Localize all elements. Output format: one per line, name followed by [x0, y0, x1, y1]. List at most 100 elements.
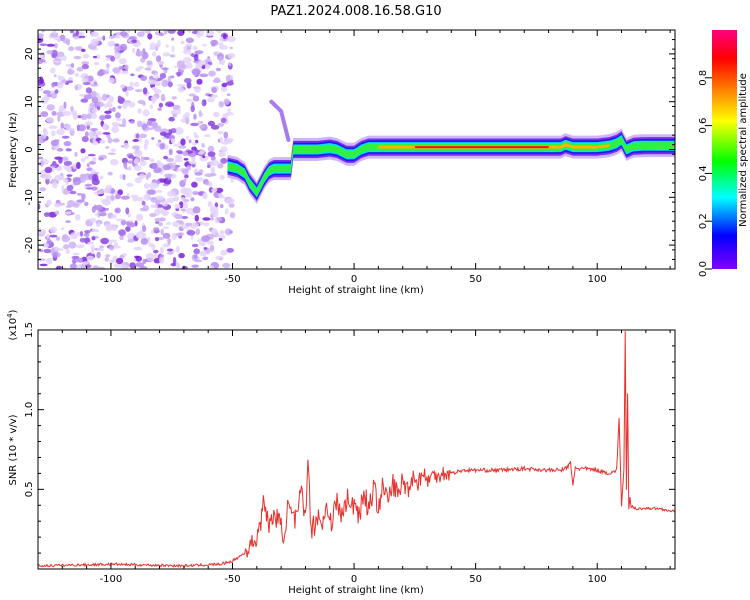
noise-blob — [114, 43, 120, 47]
noise-blob — [205, 30, 215, 37]
noise-blob — [133, 81, 140, 87]
noise-blob — [49, 234, 58, 238]
noise-blob — [78, 35, 86, 39]
noise-blob — [195, 228, 200, 236]
noise-blob — [183, 57, 192, 64]
noise-blob — [65, 211, 72, 215]
noise-blob — [227, 108, 231, 112]
noise-blob — [194, 177, 204, 182]
noise-blob — [142, 101, 146, 106]
noise-blob — [122, 174, 126, 181]
spectrogram-plot-area — [38, 30, 675, 269]
noise-blob — [90, 169, 96, 175]
noise-blob — [194, 214, 199, 222]
noise-blob — [77, 193, 83, 196]
noise-blob — [182, 201, 188, 209]
noise-blob — [75, 244, 85, 249]
noise-blob — [104, 257, 109, 262]
noise-blob — [81, 61, 90, 65]
noise-blob — [227, 93, 231, 96]
noise-blob — [153, 227, 160, 232]
noise-blob — [169, 54, 176, 58]
noise-blob — [202, 256, 209, 261]
noise-blob — [166, 157, 175, 163]
noise-blob — [195, 139, 199, 144]
colorbar-tick-label: 0.4 — [698, 165, 709, 181]
noise-blob — [63, 244, 70, 250]
noise-blob — [224, 228, 232, 236]
noise-blob — [208, 181, 213, 188]
noise-blob — [154, 217, 163, 222]
noise-blob — [46, 239, 52, 245]
noise-blob — [73, 203, 80, 208]
noise-blob — [94, 61, 100, 66]
noise-blob — [157, 237, 165, 240]
noise-blob — [176, 60, 185, 68]
noise-blob — [142, 225, 147, 233]
noise-blob — [123, 161, 128, 169]
noise-blob — [117, 105, 122, 109]
noise-blob — [170, 109, 179, 116]
noise-blob — [76, 199, 85, 203]
noise-blob — [121, 70, 129, 75]
spectrogram-y-ticks: -20 -10 0 10 20 — [24, 29, 675, 270]
snr-x-ticks: -100 -50 0 50 100 — [37, 330, 671, 585]
noise-blob — [220, 204, 224, 209]
noise-blob — [218, 151, 226, 157]
noise-blob — [69, 30, 74, 34]
noise-blob — [75, 30, 79, 36]
noise-blob — [85, 87, 92, 94]
noise-blob — [42, 242, 50, 248]
noise-blob — [226, 197, 235, 205]
noise-blob — [147, 171, 152, 178]
noise-blob — [39, 43, 47, 46]
noise-blob — [75, 231, 81, 236]
noise-blob — [115, 118, 123, 121]
noise-blob — [105, 223, 112, 229]
noise-blob — [129, 36, 137, 40]
noise-blob — [217, 131, 224, 135]
noise-blob — [74, 151, 78, 157]
noise-blob — [207, 151, 216, 157]
noise-blob — [218, 237, 223, 241]
noise-blob — [105, 195, 110, 203]
noise-blob — [217, 122, 225, 127]
noise-blob — [129, 262, 136, 269]
noise-blob — [44, 166, 53, 174]
noise-blob — [198, 169, 204, 173]
noise-blob — [142, 87, 148, 95]
noise-blob — [155, 221, 160, 224]
noise-blob — [126, 182, 134, 187]
noise-blob — [69, 232, 78, 240]
noise-blob — [87, 153, 96, 157]
noise-blob — [149, 213, 157, 218]
noise-blob — [199, 250, 208, 257]
noise-blob — [142, 109, 150, 117]
noise-blob — [159, 72, 167, 79]
noise-blob — [71, 110, 78, 117]
noise-blob — [125, 102, 131, 106]
noise-blob — [211, 94, 218, 98]
noise-blob — [41, 59, 46, 63]
noise-blob — [210, 160, 220, 167]
noise-blob — [46, 199, 52, 206]
noise-blob — [216, 234, 223, 238]
noise-blob — [193, 248, 200, 255]
noise-blob — [104, 189, 111, 194]
noise-blob — [184, 112, 190, 118]
snr-y-ticks: 0.5 1.0 1.5 — [24, 322, 675, 554]
noise-blob — [107, 171, 113, 176]
noise-blob — [210, 155, 216, 162]
noise-blob — [142, 204, 149, 212]
noise-blob — [140, 238, 149, 245]
noise-blob — [52, 30, 57, 34]
y-tick-label: 0 — [24, 146, 35, 152]
noise-blob — [81, 261, 88, 265]
noise-blob — [171, 45, 175, 53]
noise-blob — [159, 143, 165, 150]
noise-blob — [160, 228, 164, 236]
noise-blob — [136, 197, 144, 202]
y-tick-label: -10 — [24, 189, 35, 205]
noise-blob — [175, 245, 180, 253]
noise-blob — [96, 96, 103, 103]
